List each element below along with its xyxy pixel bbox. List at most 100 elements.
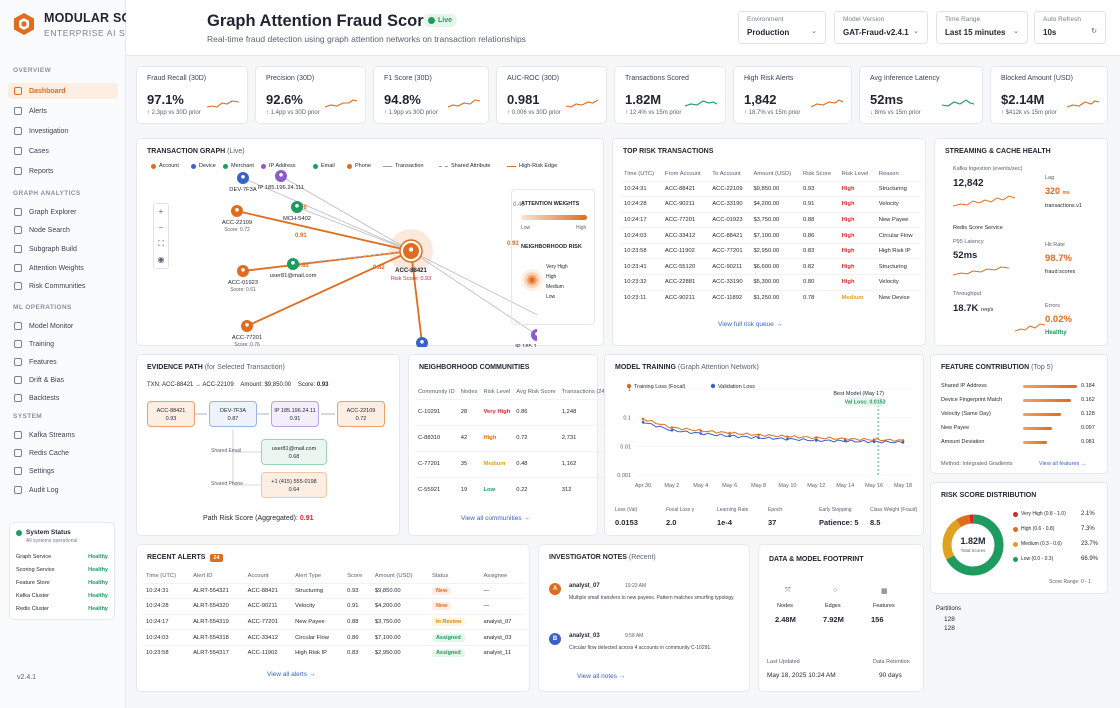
graph-node-mch-5402[interactable]: MCH-5402 [283,201,311,222]
footprint-card: DATA & MODEL FOOTPRINT ⤧ Nodes 2.48M ○ Edges… [758,544,924,692]
kpi-card-transactions-scored[interactable]: Transactions Scored 1.82M ↑ 12.4% vs 15m p… [614,66,726,124]
graph-edge [410,250,537,316]
view-risk-queue-link[interactable]: View full risk queue → [718,321,783,328]
service-name: Redis Cluster [16,605,50,612]
sidebar-item-subgraph-build[interactable]: Subgraph Build [8,241,118,257]
graph-node-dev-7f3a[interactable]: DEV-7F3A [229,172,257,193]
time-range-select[interactable]: Time Range Last 15 minutes ⌄ [936,11,1028,44]
table-row[interactable]: C-77201 35 Medium 0.48 1,162 [415,450,613,477]
model-version-select[interactable]: Model Version GAT-Fraud-v2.4.1 ⌄ [834,11,928,44]
top-risk-title: TOP RISK TRANSACTIONS [623,148,714,155]
locate-icon[interactable]: ◉ [157,255,165,264]
sidebar-item-risk-communities[interactable]: Risk Communities [8,278,118,294]
kpi-card-blocked-amount-usd[interactable]: Blocked Amount (USD) $2.14M ↑ $412k vs 15m… [990,66,1108,124]
subgraph-build-icon [14,245,22,253]
y-tick-label: 0.001 [617,473,631,479]
table-row[interactable]: 10:24:03 ACC-33412 ACC-88421 $7,100.00 0.86 H… [621,227,921,244]
table-row[interactable]: 10:23:58 ALRT-554317 ACC-11902 High Risk IP… [143,644,525,661]
kpi-card-f1-score-30d[interactable]: F1 Score (30D) 94.8% ↑ 1.9pp vs 30D prior [373,66,489,124]
view-alerts-link[interactable]: View all alerts → [267,671,316,678]
evidence-node-id: IP 185.196.24.11 [274,408,316,414]
table-row[interactable]: 10:23:41 ACC-55120 ACC-90211 $6,600.00 0.82 H… [621,258,921,275]
table-row[interactable]: 10:24:31 ALRT-554321 ACC-88421 Structuring 0… [143,582,525,599]
sidebar-item-reports[interactable]: Reports [8,163,118,179]
evidence-node-ip-185-196-24-11[interactable]: IP 185.196.24.11 0.91 [271,401,319,427]
sidebar-item-audit-log[interactable]: Audit Log [8,482,118,498]
graph-node-ip-185-196-24-11[interactable]: IP 185.196.24.11 [515,329,537,347]
table-row[interactable]: 10:24:28 ALRT-554320 ACC-90211 Velocity 0.91… [143,598,525,615]
sidebar-item-graph-explorer[interactable]: Graph Explorer [8,204,118,220]
sidebar-item-features[interactable]: Features [8,354,118,370]
evidence-node-dev-7f3a[interactable]: DEV-7F3A 0.87 [209,401,257,427]
table-cell: New Payee [292,613,345,630]
kpi-card-high-risk-alerts[interactable]: High Risk Alerts 1,842 ↑ 18.7% vs 15m prio… [733,66,852,124]
shared-node-1-415-555-0198[interactable]: +1 (415) 555-0198 0.64 [261,472,327,498]
table-row[interactable]: 10:24:17 ACC-77201 ACC-01923 $3,750.00 0.88 H… [621,211,921,228]
graph-node-dev-9c21[interactable]: DEV-9C21 [408,337,435,347]
kpi-card-avg-inference-latency[interactable]: Avg Inference Latency 52ms ↓ 8ms vs 15m pr… [859,66,983,124]
table-row[interactable]: 10:23:11 ACC-90211 ACC-11892 $1,250.00 0.78 M… [621,289,921,306]
sidebar-item-alerts[interactable]: Alerts [8,103,118,119]
graph-node-center[interactable]: ACC-88421 Risk Score: 0.93 [391,239,431,282]
series-line-training-loss-focal [642,418,904,442]
kpi-delta: ↑ 0.006 vs 30D prior [507,110,561,116]
kpi-card-precision-30d[interactable]: Precision (30D) 92.6% ↑ 1.4pp vs 30D prior [255,66,366,124]
auto-refresh-select[interactable]: Auto Refresh 10s ↻ [1034,11,1106,44]
table-row[interactable]: 10:24:31 ACC-88421 ACC-22109 $9,850.00 0.93 H… [621,180,921,197]
evidence-node-acc-88421[interactable]: ACC-88421 0.93 [147,401,195,427]
view-notes-link[interactable]: View all notes → [577,673,626,680]
node-label: ACC-01923 [228,280,258,286]
training-title: MODEL TRAINING (Graph Attention Network) [615,364,759,371]
sidebar-item-cases[interactable]: Cases [8,143,118,159]
kafka-sparkline [953,195,1015,207]
legend-dot-icon [191,163,196,169]
zoom-out-icon[interactable]: − [158,223,164,232]
transaction-graph-canvas[interactable]: 0.760.910.630.820.930.45ACC-22109Score: … [177,167,537,347]
sidebar-item-dashboard[interactable]: Dashboard [8,83,118,99]
kpi-card-auc-roc-30d[interactable]: AUC-ROC (30D) 0.981 ↑ 0.006 vs 30D prior [496,66,607,124]
series-point [641,420,645,424]
sidebar-item-training[interactable]: Training [8,336,118,352]
table-cell: $2,950.00 [750,242,801,259]
graph-node-ip-185-196-24-111[interactable]: IP 185.196.24.111 [258,170,304,191]
sidebar-item-backtests[interactable]: Backtests [8,390,118,406]
sidebar-item-attention-weights[interactable]: Attention Weights [8,260,118,276]
kpi-card-fraud-recall-30d[interactable]: Fraud Recall (30D) 97.1% ↑ 2.3pp vs 30D pr… [136,66,248,124]
attention-low-label: Low [521,225,531,231]
edge-weight-label: 0.45 [513,202,525,208]
table-row[interactable]: 10:23:58 ACC-11902 ACC-77201 $2,950.00 0.83 H… [621,242,921,259]
sidebar-item-kafka-streams[interactable]: Kafka Streams [8,427,118,443]
table-row[interactable]: 10:24:28 ACC-90211 ACC-33190 $4,200.00 0.91 H… [621,196,921,213]
environment-select[interactable]: Environment Production ⌄ [738,11,826,44]
table-cell: analyst_07 [480,613,525,630]
sidebar-item-model-monitor[interactable]: Model Monitor [8,318,118,334]
table-row[interactable]: C-10291 28 Very High 0.86 1,248 [415,398,613,425]
table-cell: 0.91 [344,598,372,615]
view-communities-link[interactable]: View all communities → [461,515,530,522]
sidebar-item-node-search[interactable]: Node Search [8,222,118,238]
table-row[interactable]: 10:24:03 ALRT-554318 ACC-33412 Circular Flo… [143,629,525,646]
evidence-node-acc-22109[interactable]: ACC-22109 0.72 [337,401,385,427]
feature-title-text: FEATURE CONTRIBUTION [941,364,1030,371]
feature-name: Shared IP Address [941,383,987,389]
sidebar-item-settings[interactable]: Settings [8,463,118,479]
table-row[interactable]: C-55921 19 Low 0.22 312 [415,476,613,503]
sidebar-item-drift-bias[interactable]: Drift & Bias [8,372,118,388]
fit-view-icon[interactable]: ⛶ [158,239,164,248]
node-label: ACC-22109 [222,220,252,226]
zoom-in-icon[interactable]: + [158,207,164,216]
table-row[interactable]: 10:24:17 ALRT-554319 ACC-77201 New Payee 0.8… [143,613,525,630]
shared-node-user81-mail-com[interactable]: user81@mail.com 0.68 [261,439,327,465]
graph-node-user81-mail-com[interactable]: user81@mail.com [270,258,317,279]
view-features-link[interactable]: View all features → [1039,461,1087,467]
sidebar-item-redis-cache[interactable]: Redis Cache [8,445,118,461]
sidebar-item-investigation[interactable]: Investigation [8,123,118,139]
table-row[interactable]: 10:23:32 ACC-22881 ACC-33190 $5,300.00 0.80 H… [621,274,921,291]
table-row[interactable]: C-88310 42 High 0.72 2,731 [415,424,613,451]
risk-level-very-high: Very High [546,264,568,270]
graph-title-sub: (Live) [227,148,245,155]
